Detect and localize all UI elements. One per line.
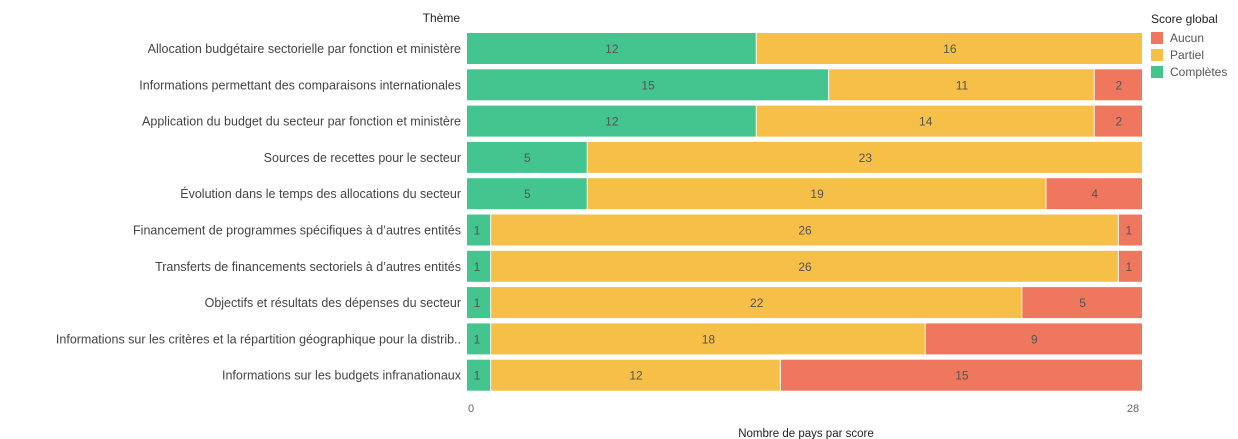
- x-tick-min: 0: [468, 403, 474, 415]
- legend-item-aucun[interactable]: Aucun: [1151, 29, 1227, 46]
- bar-segment-completes[interactable]: [467, 141, 587, 173]
- bar-segment-completes[interactable]: [467, 214, 491, 246]
- legend-item-partiel[interactable]: Partiel: [1151, 46, 1227, 63]
- bar-segment-aucun[interactable]: [1094, 69, 1142, 101]
- bar-segment-partiel[interactable]: [491, 250, 1118, 282]
- bar-segment-partiel[interactable]: [756, 105, 1094, 137]
- bar-segment-completes[interactable]: [467, 287, 491, 319]
- bar-value-label: 22: [750, 296, 764, 310]
- bar-segment-partiel[interactable]: [756, 33, 1142, 64]
- bar-value-label: 1: [1126, 260, 1133, 274]
- legend-item-completes[interactable]: Complètes: [1151, 63, 1227, 80]
- bar-value-label: 1: [474, 332, 481, 346]
- bar-segment-completes[interactable]: [467, 323, 491, 355]
- category-label: Objectifs et résultats des dépenses du s…: [205, 296, 461, 310]
- bar-value-label: 5: [524, 187, 531, 201]
- legend-swatch: [1151, 31, 1163, 44]
- bar-segment-completes[interactable]: [467, 33, 756, 64]
- legend-title: Score global: [1151, 12, 1218, 26]
- bar-segment-aucun[interactable]: [925, 323, 1142, 355]
- legend-swatch: [1151, 65, 1163, 78]
- bar-segment-partiel[interactable]: [829, 69, 1094, 101]
- bar-segment-aucun[interactable]: [1094, 105, 1142, 137]
- bar-value-label: 12: [605, 42, 619, 56]
- bar-value-label: 9: [1031, 332, 1038, 346]
- category-label: Transferts de financements sectoriels à …: [155, 260, 461, 274]
- bar-rows: Allocation budgétaire sectorielle par fo…: [56, 33, 1142, 391]
- legend: Score global Aucun Partiel Complètes: [1151, 12, 1227, 80]
- bar-value-label: 4: [1091, 187, 1098, 201]
- category-label: Sources de recettes pour le secteur: [264, 151, 461, 165]
- legend-label: Complètes: [1170, 64, 1228, 79]
- bar-segment-aucun[interactable]: [1022, 287, 1142, 319]
- bar-segment-completes[interactable]: [467, 178, 587, 210]
- category-label: Informations permettant des comparaisons…: [139, 78, 461, 92]
- bar-value-label: 1: [1126, 224, 1133, 238]
- bar-segment-partiel[interactable]: [587, 178, 1046, 210]
- category-label: Évolution dans le temps des allocations …: [180, 186, 461, 201]
- bar-segment-completes[interactable]: [467, 105, 756, 137]
- bar-segment-aucun[interactable]: [1046, 178, 1142, 210]
- legend-label: Aucun: [1170, 30, 1205, 45]
- bar-value-label: 14: [919, 115, 933, 129]
- bar-value-label: 5: [1079, 296, 1086, 310]
- row-header: Thème: [423, 11, 461, 25]
- bar-segment-partiel[interactable]: [491, 359, 780, 391]
- bar-value-label: 23: [859, 151, 873, 165]
- bar-value-label: 12: [629, 369, 643, 383]
- bar-value-label: 11: [956, 78, 969, 92]
- bar-segment-partiel[interactable]: [491, 214, 1118, 246]
- bar-value-label: 15: [641, 78, 655, 92]
- bar-segment-aucun[interactable]: [1118, 250, 1142, 282]
- category-label: Financement de programmes spécifiques à …: [133, 224, 461, 238]
- category-label: Allocation budgétaire sectorielle par fo…: [148, 42, 461, 56]
- bar-segment-aucun[interactable]: [1118, 214, 1142, 246]
- x-axis-title: Nombre de pays par score: [738, 428, 874, 439]
- category-label: Application du budget du secteur par fon…: [142, 115, 461, 129]
- bar-value-label: 1: [474, 296, 481, 310]
- bar-value-label: 26: [798, 224, 812, 238]
- x-tick-max: 28: [1127, 403, 1139, 415]
- bar-value-label: 5: [524, 151, 531, 165]
- legend-swatch: [1151, 48, 1163, 61]
- bar-value-label: 26: [798, 260, 812, 274]
- bar-segment-completes[interactable]: [467, 69, 829, 101]
- category-label: Informations sur les critères et la répa…: [56, 332, 461, 346]
- bar-segment-completes[interactable]: [467, 250, 491, 282]
- bar-value-label: 1: [474, 224, 481, 238]
- legend-items: Aucun Partiel Complètes: [1151, 29, 1227, 80]
- bar-value-label: 12: [605, 115, 619, 129]
- bar-value-label: 16: [943, 42, 957, 56]
- bar-segment-partiel[interactable]: [491, 287, 1022, 319]
- bar-segment-aucun[interactable]: [780, 359, 1142, 391]
- bar-value-label: 2: [1116, 115, 1123, 129]
- bar-segment-partiel[interactable]: [587, 141, 1142, 173]
- bar-segment-partiel[interactable]: [491, 323, 925, 355]
- bar-segment-completes[interactable]: [467, 359, 491, 391]
- bar-value-label: 19: [810, 187, 824, 201]
- bar-value-label: 2: [1116, 78, 1123, 92]
- category-label: Informations sur les budgets infranation…: [222, 369, 462, 383]
- bar-value-label: 15: [955, 369, 969, 383]
- bar-value-label: 18: [702, 332, 716, 346]
- legend-label: Partiel: [1170, 47, 1205, 62]
- bar-value-label: 1: [474, 369, 481, 383]
- bar-value-label: 1: [474, 260, 481, 274]
